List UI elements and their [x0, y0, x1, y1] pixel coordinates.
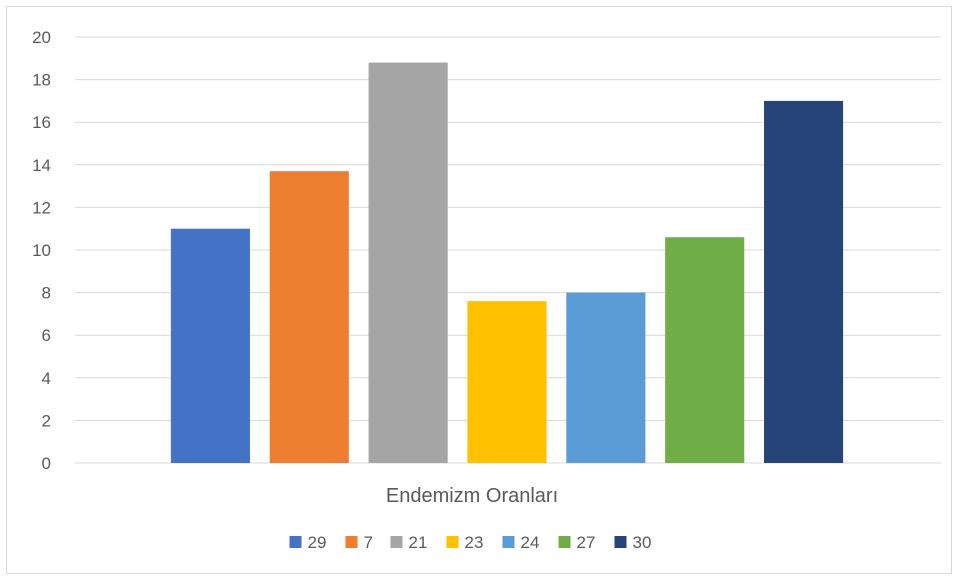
legend-swatch — [390, 536, 403, 548]
legend-item: 7 — [345, 533, 373, 552]
bars — [170, 62, 844, 464]
bar-series-29 — [170, 228, 250, 463]
legend-swatch — [614, 536, 627, 548]
legend-label: 21 — [409, 533, 428, 552]
bar-series-21 — [368, 62, 448, 464]
bar-series-23 — [467, 301, 547, 463]
legend-swatch — [289, 536, 302, 548]
bar-series-7 — [269, 171, 349, 463]
legend-swatch — [502, 536, 515, 548]
bar-series-24 — [566, 292, 646, 463]
y-tick-label: 16 — [32, 113, 51, 132]
legend-label: 7 — [364, 533, 373, 552]
legend-swatch — [446, 536, 459, 548]
legend-item: 21 — [390, 533, 428, 552]
legend-item: 24 — [502, 533, 540, 552]
legend-item: 29 — [289, 533, 327, 552]
legend-label: 23 — [465, 533, 484, 552]
bar-series-30 — [764, 100, 844, 464]
y-tick-label: 18 — [32, 71, 51, 90]
y-tick-label: 20 — [32, 28, 51, 47]
legend-label: 24 — [521, 533, 540, 552]
chart-area: 0 2 4 6 8 10 12 14 16 18 20 Endemizm Oranları 29 7 2… — [6, 6, 952, 574]
y-tick-label: 14 — [32, 156, 51, 175]
bar-series-27 — [665, 237, 745, 463]
legend-item: 23 — [446, 533, 484, 552]
legend-swatch — [558, 536, 571, 548]
y-tick-label: 0 — [42, 454, 51, 473]
legend-item: 30 — [614, 533, 652, 552]
legend-label: 27 — [577, 533, 596, 552]
legend: 29 7 21 23 24 27 30 — [289, 533, 652, 552]
legend-swatch — [345, 536, 358, 548]
y-tick-label: 10 — [32, 241, 51, 260]
y-axis-tick-labels: 0 2 4 6 8 10 12 14 16 18 20 — [32, 28, 51, 473]
y-tick-label: 12 — [32, 198, 51, 217]
y-tick-label: 6 — [42, 326, 51, 345]
y-tick-label: 4 — [42, 369, 51, 388]
legend-label: 30 — [633, 533, 652, 552]
y-tick-label: 2 — [42, 411, 51, 430]
legend-item: 27 — [558, 533, 596, 552]
y-tick-label: 8 — [42, 284, 51, 303]
x-axis-category-label: Endemizm Oranları — [386, 485, 558, 507]
legend-label: 29 — [308, 533, 327, 552]
